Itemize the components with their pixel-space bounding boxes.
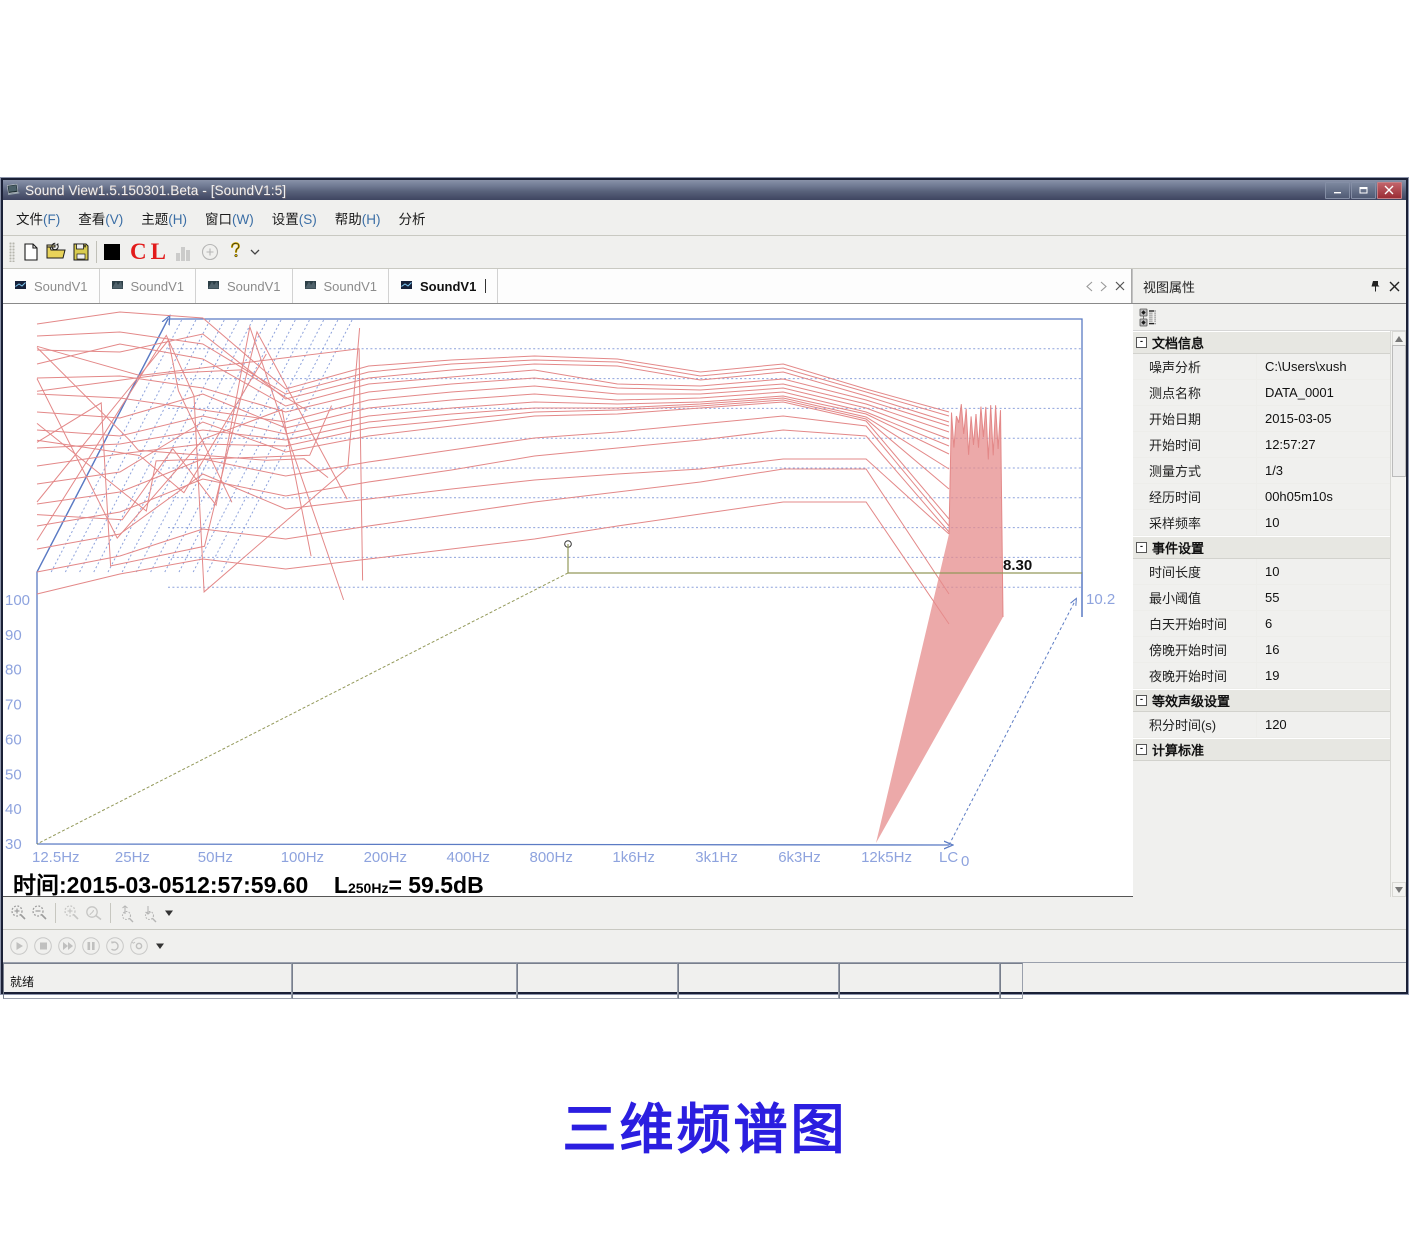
svg-text:100: 100 [5,592,30,609]
svg-text:LC: LC [939,849,958,866]
svg-text:400Hz: 400Hz [447,849,490,866]
svg-text:40: 40 [5,801,22,818]
svg-text:25Hz: 25Hz [115,849,150,866]
svg-text:70: 70 [5,697,22,714]
svg-text:12k5Hz: 12k5Hz [861,849,912,866]
svg-text:30: 30 [5,836,22,853]
svg-text:0: 0 [961,853,969,870]
svg-text:6k3Hz: 6k3Hz [778,849,821,866]
svg-text:10.2: 10.2 [1086,591,1115,608]
svg-text:800Hz: 800Hz [530,849,573,866]
svg-text:8.30: 8.30 [1003,557,1032,574]
svg-text:60: 60 [5,731,22,748]
svg-text:80: 80 [5,662,22,679]
svg-text:1k6Hz: 1k6Hz [612,849,655,866]
svg-text:200Hz: 200Hz [364,849,407,866]
svg-text:50: 50 [5,766,22,783]
svg-text:3k1Hz: 3k1Hz [695,849,738,866]
svg-text:12.5Hz: 12.5Hz [32,849,80,866]
svg-text:100Hz: 100Hz [281,849,324,866]
svg-text:50Hz: 50Hz [198,849,233,866]
svg-text:90: 90 [5,627,22,644]
